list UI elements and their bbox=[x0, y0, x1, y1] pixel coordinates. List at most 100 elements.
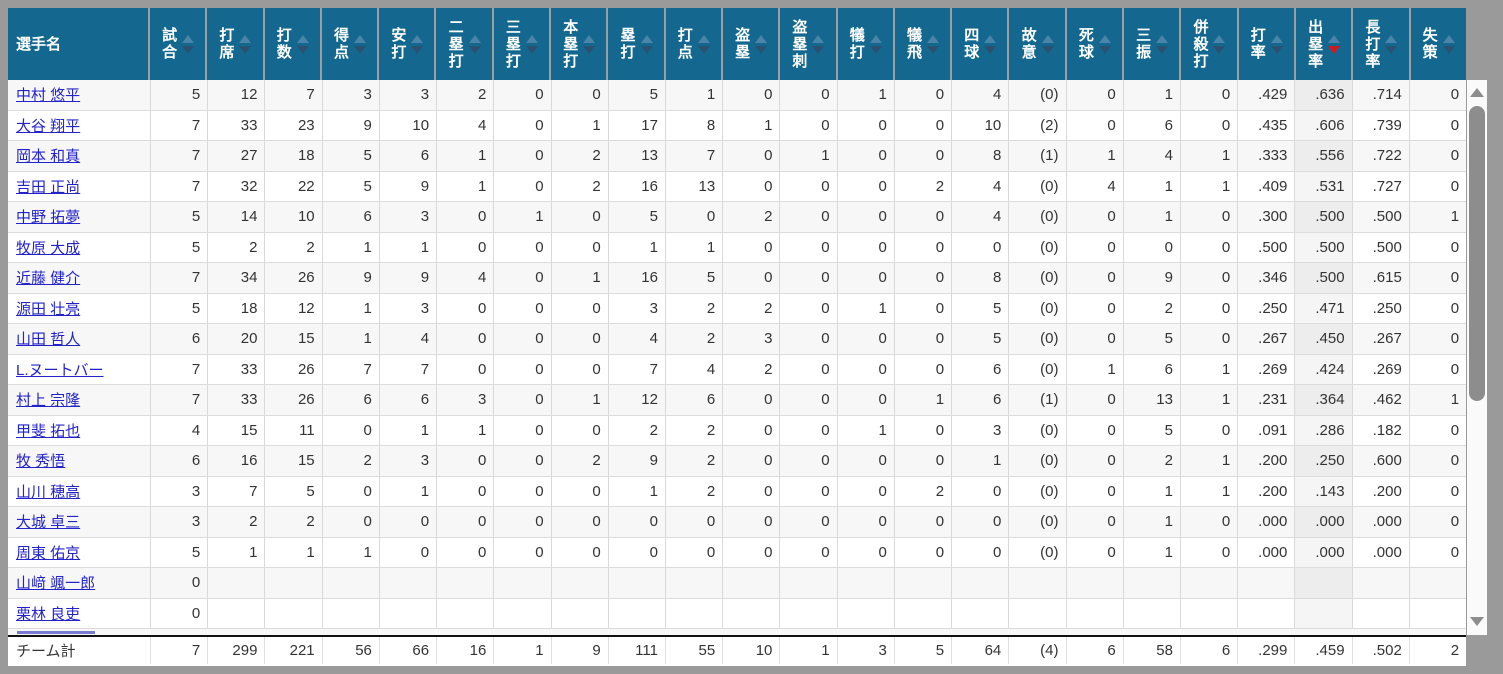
sort-asc-icon[interactable] bbox=[583, 34, 596, 43]
column-header[interactable]: 三塁打 bbox=[494, 8, 552, 80]
sort-asc-icon[interactable] bbox=[812, 34, 825, 43]
sort-asc-icon[interactable] bbox=[1156, 34, 1169, 43]
player-link[interactable]: 栗林 良吏 bbox=[16, 605, 81, 623]
sort-asc-icon[interactable] bbox=[755, 34, 768, 43]
sort-desc-icon[interactable] bbox=[869, 45, 882, 54]
sort-asc-icon[interactable] bbox=[1041, 34, 1054, 43]
column-header[interactable]: 打席 bbox=[207, 8, 265, 80]
stat-cell: 0 bbox=[436, 324, 493, 354]
sort-asc-icon[interactable] bbox=[411, 34, 424, 43]
player-link[interactable]: 山川 穂高 bbox=[16, 483, 81, 501]
stat-cell: 1 bbox=[1179, 171, 1237, 201]
column-header[interactable]: 併殺打 bbox=[1181, 8, 1239, 80]
player-link[interactable]: 周東 佑京 bbox=[16, 544, 81, 562]
column-header[interactable]: 安打 bbox=[379, 8, 437, 80]
sort-asc-icon[interactable] bbox=[239, 34, 252, 43]
sort-desc-icon[interactable] bbox=[640, 45, 653, 54]
sort-desc-icon[interactable] bbox=[755, 45, 768, 54]
sort-asc-icon[interactable] bbox=[296, 34, 309, 43]
sort-desc-icon[interactable] bbox=[182, 45, 195, 54]
sort-asc-icon[interactable] bbox=[1385, 34, 1398, 43]
player-link[interactable]: L.ヌートバー bbox=[16, 361, 104, 379]
player-link[interactable]: 吉田 正尚 bbox=[16, 178, 81, 196]
stat-cell: 2 bbox=[664, 415, 722, 445]
column-header-player-name[interactable]: 選手名 bbox=[8, 8, 150, 80]
player-link[interactable]: 甲斐 拓也 bbox=[16, 422, 81, 440]
sort-desc-icon[interactable] bbox=[468, 45, 481, 54]
sort-desc-icon[interactable] bbox=[1442, 45, 1455, 54]
player-link[interactable]: 山田 哲人 bbox=[16, 331, 81, 349]
sort-desc-icon[interactable] bbox=[296, 45, 309, 54]
sort-desc-icon[interactable] bbox=[1328, 45, 1341, 54]
sort-asc-icon[interactable] bbox=[1098, 34, 1111, 43]
sort-desc-icon[interactable] bbox=[1270, 45, 1283, 54]
player-link[interactable]: 大谷 翔平 bbox=[16, 117, 81, 135]
sort-asc-icon[interactable] bbox=[1213, 34, 1226, 43]
sort-asc-icon[interactable] bbox=[354, 34, 367, 43]
column-header[interactable]: 出塁率 bbox=[1296, 8, 1354, 80]
stat-cell: 0 bbox=[550, 202, 608, 232]
stat-cell: 1 bbox=[1122, 80, 1180, 110]
sort-asc-icon[interactable] bbox=[1270, 34, 1283, 43]
column-header[interactable]: 打数 bbox=[265, 8, 322, 80]
column-header[interactable]: 打点 bbox=[666, 8, 723, 80]
player-link[interactable]: 源田 壮亮 bbox=[16, 300, 81, 318]
sort-asc-icon[interactable] bbox=[1442, 34, 1455, 43]
sort-desc-icon[interactable] bbox=[1213, 45, 1226, 54]
player-link[interactable]: 牧原 大成 bbox=[16, 239, 81, 257]
sort-desc-icon[interactable] bbox=[1098, 45, 1111, 54]
sort-asc-icon[interactable] bbox=[640, 34, 653, 43]
sort-desc-icon[interactable] bbox=[1385, 45, 1398, 54]
sort-desc-icon[interactable] bbox=[239, 45, 252, 54]
sort-asc-icon[interactable] bbox=[984, 34, 997, 43]
column-header[interactable]: 本塁打 bbox=[551, 8, 609, 80]
player-link[interactable]: 岡本 和真 bbox=[16, 148, 81, 166]
stat-cell: 12 bbox=[264, 293, 321, 323]
scroll-down-icon[interactable] bbox=[1467, 611, 1487, 631]
sort-desc-icon[interactable] bbox=[411, 45, 424, 54]
column-header[interactable]: 盗塁刺 bbox=[780, 8, 838, 80]
column-header[interactable]: 得点 bbox=[322, 8, 380, 80]
vertical-scrollbar[interactable] bbox=[1467, 80, 1487, 635]
scrollbar-thumb[interactable] bbox=[1469, 106, 1485, 401]
sort-asc-icon[interactable] bbox=[525, 34, 538, 43]
column-header[interactable]: 二塁打 bbox=[436, 8, 494, 80]
sort-desc-icon[interactable] bbox=[812, 45, 825, 54]
player-link[interactable]: 近藤 健介 bbox=[16, 270, 81, 288]
column-header[interactable]: 失策 bbox=[1411, 8, 1466, 80]
sort-asc-icon[interactable] bbox=[927, 34, 939, 43]
sort-asc-icon[interactable] bbox=[468, 34, 481, 43]
player-link[interactable]: 山﨑 颯一郎 bbox=[16, 575, 96, 593]
player-link[interactable]: 中野 拓夢 bbox=[16, 209, 81, 227]
column-header[interactable]: 犠打 bbox=[838, 8, 895, 80]
column-header[interactable]: 塁打 bbox=[608, 8, 666, 80]
sort-desc-icon[interactable] bbox=[1156, 45, 1169, 54]
column-header[interactable]: 犠飛 bbox=[895, 8, 953, 80]
scroll-up-icon[interactable] bbox=[1467, 82, 1487, 102]
sort-desc-icon[interactable] bbox=[984, 45, 997, 54]
column-header[interactable]: 死球 bbox=[1067, 8, 1125, 80]
stat-cell: 1 bbox=[1065, 141, 1123, 171]
column-header[interactable]: 故意 bbox=[1009, 8, 1067, 80]
sort-asc-icon[interactable] bbox=[182, 34, 195, 43]
sort-desc-icon[interactable] bbox=[1041, 45, 1054, 54]
column-header[interactable]: 打率 bbox=[1239, 8, 1296, 80]
player-link[interactable]: 大城 卓三 bbox=[16, 514, 81, 532]
player-link[interactable]: 中村 悠平 bbox=[16, 87, 81, 105]
sort-desc-icon[interactable] bbox=[525, 45, 538, 54]
sort-asc-icon[interactable] bbox=[869, 34, 882, 43]
sort-asc-icon[interactable] bbox=[697, 34, 710, 43]
sort-asc-icon[interactable] bbox=[1328, 34, 1341, 43]
stat-cell: 9 bbox=[378, 171, 436, 201]
player-link[interactable]: 村上 宗隆 bbox=[16, 392, 81, 410]
column-header[interactable]: 三振 bbox=[1124, 8, 1182, 80]
column-header[interactable]: 四球 bbox=[952, 8, 1010, 80]
sort-desc-icon[interactable] bbox=[354, 45, 367, 54]
column-header[interactable]: 試合 bbox=[150, 8, 208, 80]
sort-desc-icon[interactable] bbox=[697, 45, 710, 54]
column-header[interactable]: 長打率 bbox=[1353, 8, 1411, 80]
column-header[interactable]: 盗塁 bbox=[723, 8, 781, 80]
sort-desc-icon[interactable] bbox=[583, 45, 596, 54]
sort-desc-icon[interactable] bbox=[927, 45, 939, 54]
player-link[interactable]: 牧 秀悟 bbox=[16, 453, 66, 471]
